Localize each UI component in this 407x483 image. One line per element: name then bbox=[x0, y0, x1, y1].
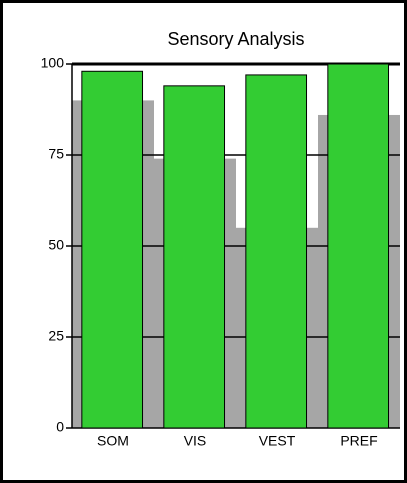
x-tick-label: VIS bbox=[184, 433, 207, 449]
chart-title: Sensory Analysis bbox=[167, 29, 304, 49]
bar bbox=[81, 70, 144, 429]
bar bbox=[327, 63, 390, 429]
x-tick-label: SOM bbox=[97, 433, 129, 449]
x-tick-label: VEST bbox=[259, 433, 296, 449]
y-tick-label: 75 bbox=[48, 146, 64, 162]
bar bbox=[163, 85, 226, 429]
y-tick-label: 50 bbox=[48, 237, 64, 253]
labels: 0 25 50 75 100 SOM VIS VEST PREF bbox=[41, 55, 378, 449]
bar bbox=[245, 74, 308, 429]
foreground-bars bbox=[81, 63, 390, 429]
y-tick-label: 100 bbox=[41, 55, 65, 71]
y-tick-label: 25 bbox=[48, 328, 64, 344]
x-tick-label: PREF bbox=[340, 433, 377, 449]
y-tick-label: 0 bbox=[56, 419, 64, 435]
